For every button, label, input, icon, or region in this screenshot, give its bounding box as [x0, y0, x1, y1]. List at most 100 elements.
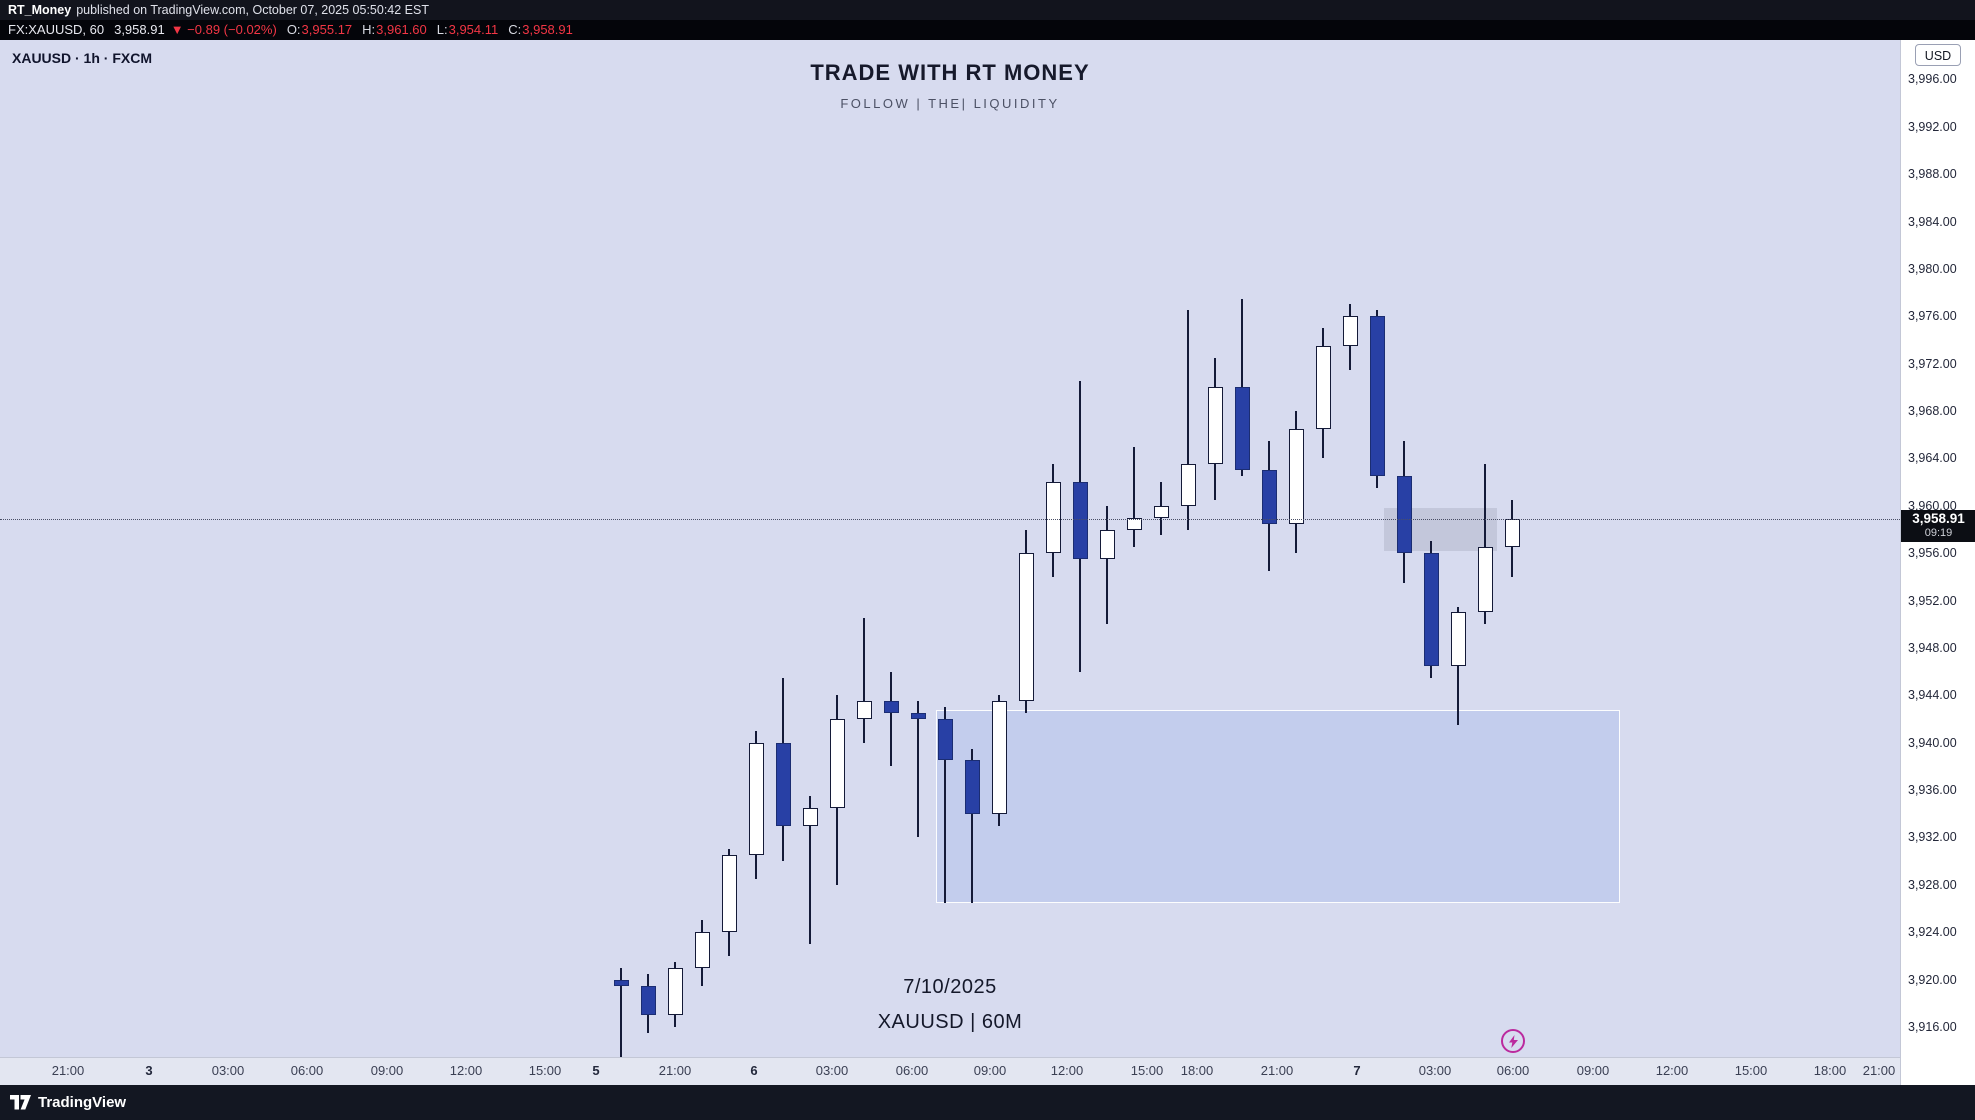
candle-body	[857, 701, 872, 720]
candle-body	[776, 742, 791, 826]
time-tick-label: 21:00	[51, 1063, 85, 1078]
candle-wick	[1133, 446, 1135, 548]
candle-wick	[1187, 310, 1189, 530]
boost-lightning-icon[interactable]	[1501, 1029, 1525, 1053]
candle-body	[722, 855, 737, 933]
price-tick-label: 3,956.00	[1908, 546, 1957, 561]
bar-countdown: 09:19	[1924, 526, 1953, 539]
time-tick-label: 3	[145, 1063, 153, 1078]
candle-wick	[944, 707, 946, 903]
watermark-title: TRADE WITH RT MONEY	[810, 60, 1090, 85]
candle-body	[803, 807, 818, 826]
attribution-text: published on TradingView.com, October 07…	[76, 3, 429, 17]
chart-plot[interactable]: XAUUSD · 1h · FXCM TRADE WITH RT MONEY F…	[0, 40, 1900, 1057]
time-tick-label: 6	[750, 1063, 758, 1078]
symbol-info-bar: FX:XAUUSD, 60 3,958.91 ▼ −0.89 (−0.02%) …	[0, 20, 1975, 40]
price-tick-label: 3,968.00	[1908, 404, 1957, 419]
price-axis[interactable]: USD 3,996.00 3,992.00 3,988.00 3,984.00 3,98…	[1900, 40, 1975, 1085]
price-tick-label: 3,924.00	[1908, 925, 1957, 940]
candle-wick	[1106, 505, 1108, 625]
price-change: ▼ −0.89 (−0.02%)	[170, 22, 277, 37]
candle-wick	[917, 701, 919, 838]
time-tick-label: 21:00	[658, 1063, 692, 1078]
price-tick-label: 3,964.00	[1908, 451, 1957, 466]
tradingview-mark-icon	[10, 1095, 31, 1110]
time-tick-label: 12:00	[449, 1063, 483, 1078]
time-tick-label: 06:00	[290, 1063, 324, 1078]
time-tick-label: 09:00	[370, 1063, 404, 1078]
time-tick-label: 5	[592, 1063, 600, 1078]
candle-body	[614, 979, 629, 986]
candle-body	[1370, 316, 1385, 477]
lightning-bolt-icon	[1508, 1034, 1518, 1048]
current-price-value: 3,958.91	[1912, 510, 1965, 526]
time-tick-label: 12:00	[1655, 1063, 1689, 1078]
time-tick-label: 15:00	[1734, 1063, 1768, 1078]
candle-body	[1073, 482, 1088, 560]
candle-wick	[809, 796, 811, 945]
candle-body	[992, 701, 1007, 814]
author-link[interactable]: RT_Money	[8, 3, 72, 17]
price-tick-label: 3,948.00	[1908, 640, 1957, 655]
time-tick-label: 06:00	[895, 1063, 929, 1078]
price-tick-label: 3,932.00	[1908, 830, 1957, 845]
candle-body	[1235, 387, 1250, 471]
time-tick-label: 18:00	[1180, 1063, 1214, 1078]
price-tick-label: 3,944.00	[1908, 688, 1957, 703]
candle-body	[1154, 505, 1169, 518]
price-tick-label: 3,980.00	[1908, 261, 1957, 276]
candle-body	[1289, 428, 1304, 524]
time-tick-label: 12:00	[1050, 1063, 1084, 1078]
high-readout: H:3,961.60	[362, 22, 427, 37]
watermark-subtitle: FOLLOW | THE| LIQUIDITY	[840, 96, 1060, 111]
candle-body	[1478, 547, 1493, 613]
candle-body	[749, 742, 764, 856]
price-tick-label: 3,960.00	[1908, 498, 1957, 513]
current-price-line	[0, 518, 1900, 520]
time-tick-label: 03:00	[1418, 1063, 1452, 1078]
candle-body	[911, 713, 926, 720]
currency-button[interactable]: USD	[1915, 44, 1961, 66]
tradingview-logo[interactable]: TradingView	[10, 1094, 126, 1111]
candle-body	[965, 760, 980, 814]
price-tick-label: 3,940.00	[1908, 735, 1957, 750]
candle-wick	[620, 967, 622, 1057]
time-tick-label: 03:00	[211, 1063, 245, 1078]
time-tick-label: 21:00	[1862, 1063, 1896, 1078]
candle-body	[830, 719, 845, 808]
price-tick-label: 3,952.00	[1908, 593, 1957, 608]
candle-body	[1343, 316, 1358, 346]
time-tick-label: 21:00	[1260, 1063, 1294, 1078]
candle-body	[884, 701, 899, 714]
candle-wick	[890, 671, 892, 767]
time-tick-label: 7	[1353, 1063, 1361, 1078]
price-tick-label: 3,920.00	[1908, 972, 1957, 987]
candle-wick	[1484, 464, 1486, 625]
candle-body	[1019, 553, 1034, 702]
candle-body	[1127, 517, 1142, 530]
caption-symbol: XAUUSD | 60M	[877, 1011, 1023, 1033]
price-tick-label: 3,988.00	[1908, 167, 1957, 182]
attribution-bar: RT_Money published on TradingView.com, Oc…	[0, 0, 1975, 20]
last-price: 3,958.91	[114, 22, 165, 37]
caption-date: 7/10/2025	[903, 976, 997, 998]
symbol-name[interactable]: FX:XAUUSD, 60	[8, 22, 105, 37]
tradingview-wordmark: TradingView	[38, 1094, 127, 1111]
price-tick-label: 3,972.00	[1908, 356, 1957, 371]
footer-bar: TradingView	[0, 1085, 1975, 1120]
candle-body	[668, 967, 683, 1016]
candle-body	[1316, 345, 1331, 429]
time-tick-label: 15:00	[1130, 1063, 1164, 1078]
price-tick-label: 3,916.00	[1908, 1020, 1957, 1034]
time-tick-label: 06:00	[1496, 1063, 1530, 1078]
time-tick-label: 15:00	[528, 1063, 562, 1078]
price-tick-label: 3,928.00	[1908, 877, 1957, 892]
time-axis[interactable]: 21:00 3 03:00 06:00 09:00 12:00 15:00 5 21:00 6 03…	[0, 1057, 1900, 1085]
candle-body	[1262, 470, 1277, 524]
candle-body	[1208, 387, 1223, 465]
candle-body	[1397, 476, 1412, 554]
price-tick-label: 3,984.00	[1908, 214, 1957, 229]
chart-legend[interactable]: XAUUSD · 1h · FXCM	[12, 50, 152, 66]
time-tick-label: 09:00	[973, 1063, 1007, 1078]
time-tick-label: 18:00	[1813, 1063, 1847, 1078]
